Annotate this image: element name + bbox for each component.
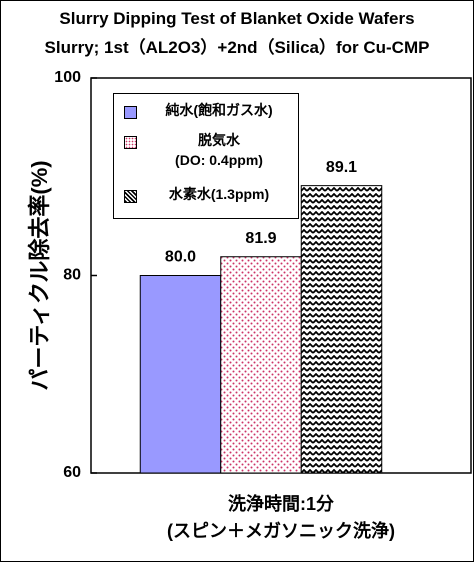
chart-title: Slurry Dipping Test of Blanket Oxide Waf… [59, 9, 415, 28]
y-tick-label: 60 [63, 464, 81, 481]
legend-label: 純水(飽和ガス水) [165, 102, 273, 118]
value-label: 89.1 [326, 159, 357, 176]
value-label: 81.9 [245, 230, 276, 247]
y-axis-label: パーティクル除去率(%) [27, 160, 52, 390]
legend-swatch [124, 190, 137, 203]
bar [139, 275, 222, 474]
legend-label: 脱気水 (DO: 0.4ppm) [175, 132, 263, 168]
chart-subtitle: Slurry; 1st（AL2O3）+2nd（Silica）for Cu-CMP [44, 38, 430, 57]
legend-swatch [124, 106, 137, 119]
bar [300, 185, 383, 474]
legend: 純水(飽和ガス水) 脱気水 (DO: 0.4ppm) 水素水(1.3ppm) [113, 93, 299, 219]
y-tick-label: 100 [54, 69, 81, 86]
x-axis-label: 洗浄時間:1分 (スピン＋メガソニック洗浄) [167, 494, 395, 541]
value-label: 80.0 [165, 249, 196, 266]
legend-swatch [124, 136, 137, 149]
legend-label: 水素水(1.3ppm) [168, 186, 270, 202]
y-tick-label: 80 [63, 267, 81, 284]
bar [220, 256, 302, 474]
